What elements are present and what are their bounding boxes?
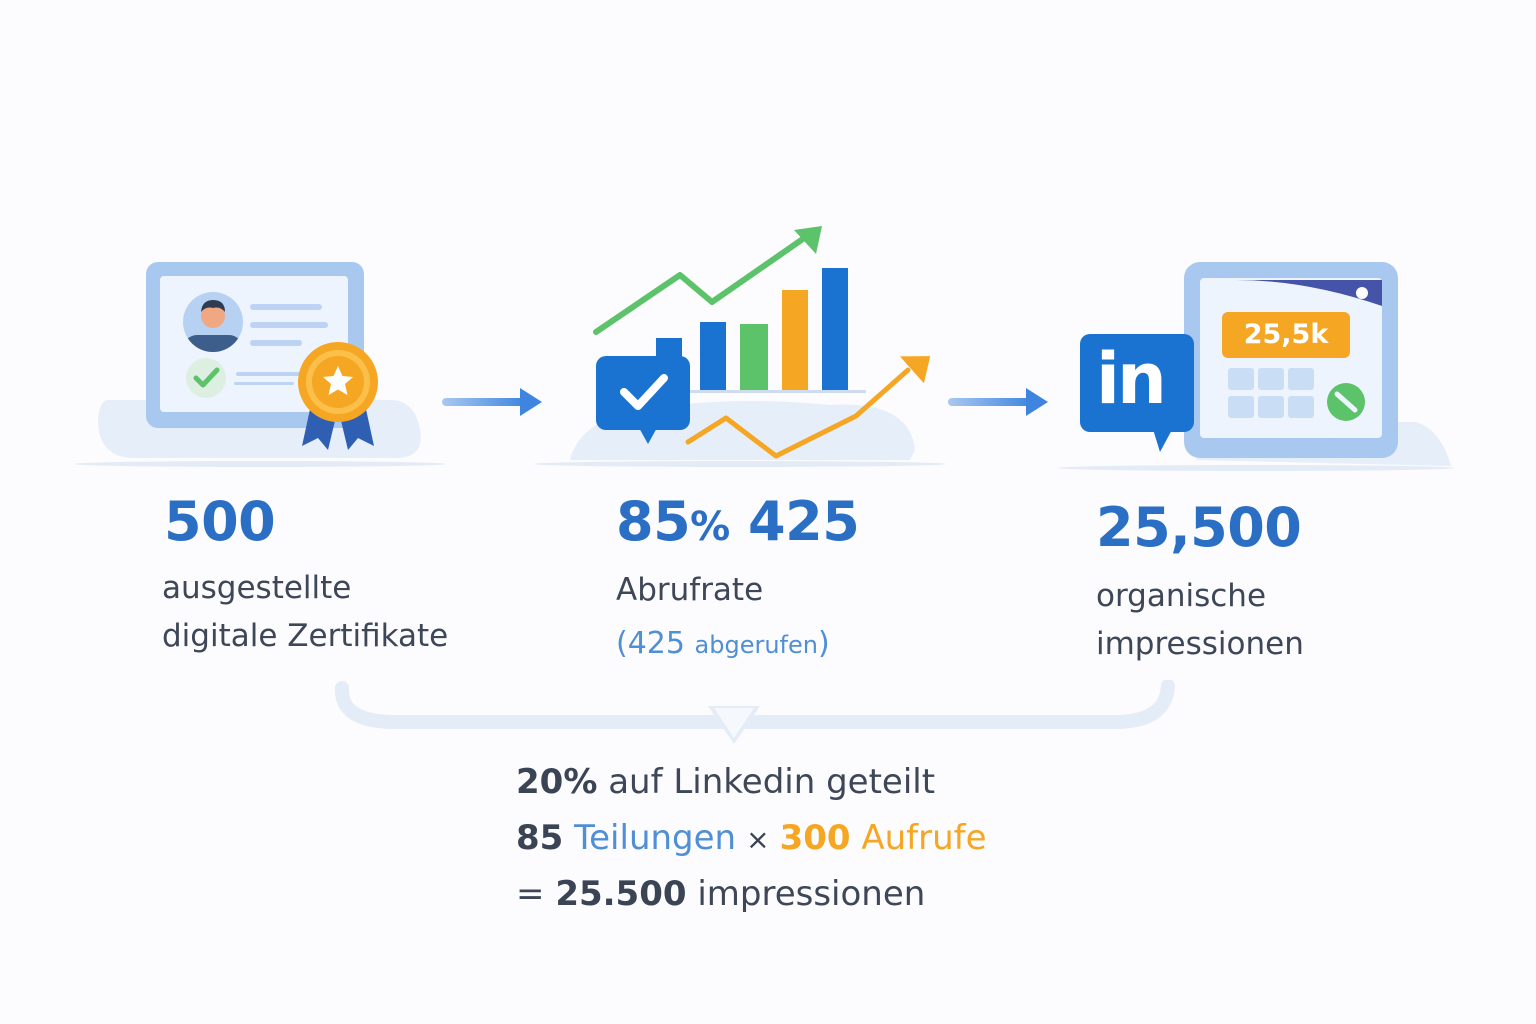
summary-bracket xyxy=(334,680,1175,744)
formula-line1: 20% auf Linkedin geteilt xyxy=(516,762,935,802)
step2-percent-sign: % xyxy=(690,504,730,550)
step2-percent-value: 85 xyxy=(616,490,691,553)
formula-views-text: Aufrufe xyxy=(861,818,987,858)
arrow-right-icon xyxy=(948,388,1048,416)
step2-label: Abrufrate xyxy=(616,572,764,608)
formula-times: × xyxy=(746,823,770,856)
linkedin-logo-icon xyxy=(1080,334,1194,452)
arrow-right-icon xyxy=(442,388,542,416)
impressions-badge: 25,5k xyxy=(1222,312,1350,358)
trend-up-icon xyxy=(593,226,822,335)
step3-label-line2: impressionen xyxy=(1096,626,1304,662)
certificate-illustration xyxy=(70,250,450,480)
step3-number: 25,500 xyxy=(1096,496,1302,559)
step1-number: 500 xyxy=(164,490,276,553)
bar-chart-icon xyxy=(534,226,946,467)
formula-views-number: 300 xyxy=(779,818,851,858)
formula-equals: = xyxy=(516,874,545,914)
formula-share-text: auf Linkedin geteilt xyxy=(608,762,936,802)
chevron-down-icon xyxy=(708,706,760,744)
step2-count: 425 xyxy=(748,490,860,553)
formula-line3: = 25.500 impressionen xyxy=(516,874,925,914)
step2-number: 85% 425 xyxy=(616,490,860,553)
formula-share-percent: 20% xyxy=(516,762,598,802)
formula-line2: 85 Teilungen × 300 Aufrufe xyxy=(516,818,987,858)
chat-check-icon xyxy=(596,356,690,444)
formula-result-number: 25.500 xyxy=(555,874,687,914)
step1-label-line2: digitale Zertifikate xyxy=(162,618,449,654)
step1-label-line1: ausgestellte xyxy=(162,570,352,606)
step2-sub-label: (425 abgerufen) xyxy=(616,626,830,661)
certificate-icon xyxy=(75,262,445,467)
step2-sub-text: abgerufen xyxy=(694,631,818,659)
linkedin-logo-text: in xyxy=(1096,338,1167,420)
chart-illustration xyxy=(530,220,950,470)
step2-sub-number: 425 xyxy=(627,626,685,661)
formula-shares-number: 85 xyxy=(516,818,564,858)
formula-result-text: impressionen xyxy=(697,874,926,914)
browser-window-icon xyxy=(1184,262,1398,458)
formula-shares-text: Teilungen xyxy=(574,818,737,858)
award-ribbon-icon xyxy=(298,342,378,450)
linkedin-illustration: 25,5k in xyxy=(1056,250,1456,480)
step3-label-line1: organische xyxy=(1096,578,1267,614)
